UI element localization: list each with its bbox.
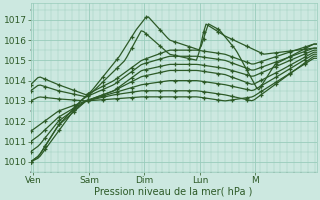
X-axis label: Pression niveau de la mer( hPa ): Pression niveau de la mer( hPa ) [94,187,253,197]
